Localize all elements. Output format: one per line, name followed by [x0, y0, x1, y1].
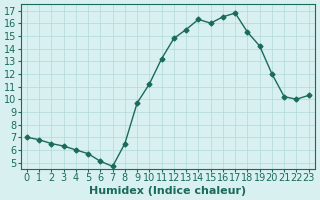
- X-axis label: Humidex (Indice chaleur): Humidex (Indice chaleur): [89, 186, 246, 196]
